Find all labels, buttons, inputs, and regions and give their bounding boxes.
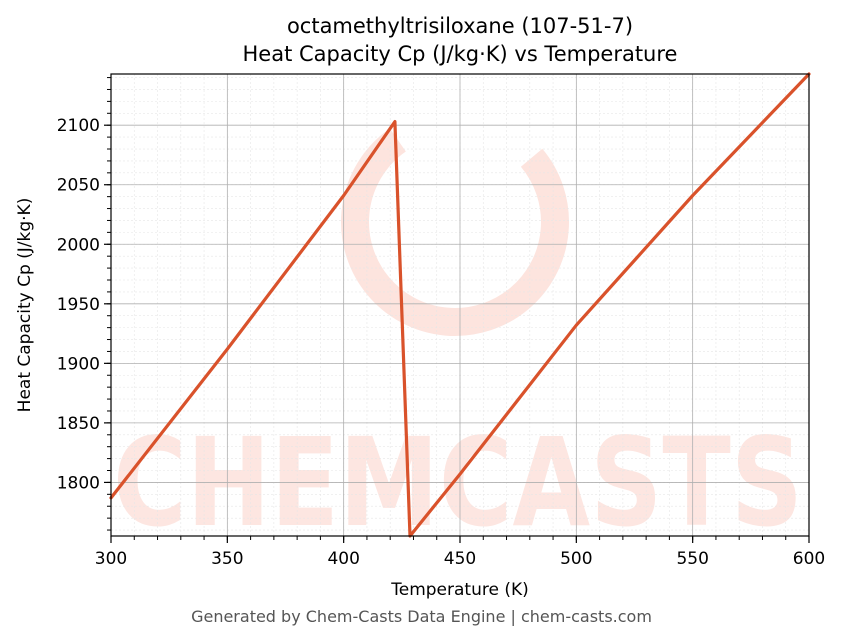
y-axis-label: Heat Capacity Cp (J/kg·K) [15,198,35,413]
x-tick-labels: 300 350 400 450 500 550 600 [95,549,825,569]
y-tick-label: 1950 [57,295,100,315]
x-tick-label: 550 [676,549,708,569]
x-tick-label: 300 [95,549,127,569]
chart-title-line2: Heat Capacity Cp (J/kg·K) vs Temperature [243,42,678,66]
y-tick-labels: 1800 1850 1900 1950 2000 2050 2100 [57,116,100,493]
x-axis-label: Temperature (K) [390,580,529,600]
axis-ticks [104,77,810,543]
y-tick-label: 1800 [57,473,100,493]
y-tick-label: 2100 [57,116,100,136]
y-tick-label: 1850 [57,414,100,434]
x-tick-label: 450 [444,549,476,569]
x-tick-label: 600 [793,549,825,569]
x-tick-label: 350 [211,549,243,569]
y-tick-label: 2050 [57,176,100,196]
y-tick-label: 2000 [57,235,100,255]
chart-title-line1: octamethyltrisiloxane (107-51-7) [287,14,633,38]
x-tick-label: 400 [327,549,359,569]
watermark-text: CHEMCASTS [113,412,803,554]
x-tick-label: 500 [560,549,592,569]
y-tick-label: 1900 [57,354,100,374]
watermark: CHEMCASTS [113,108,803,554]
footer-credit: Generated by Chem-Casts Data Engine | ch… [191,607,652,626]
watermark-logo [341,108,569,336]
